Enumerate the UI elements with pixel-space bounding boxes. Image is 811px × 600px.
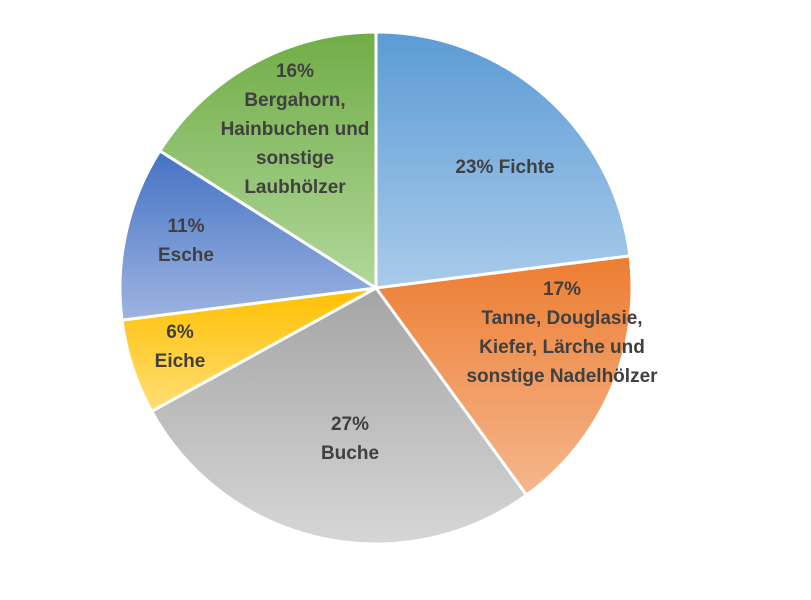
data-label-line: 27% — [331, 414, 369, 435]
data-label-line: 6% — [166, 322, 194, 343]
data-label-line: Buche — [321, 443, 379, 464]
data-label-line: Laubhölzer — [244, 177, 346, 198]
data-label-line: Eiche — [155, 351, 206, 372]
pie-slices — [118, 30, 634, 546]
data-label-line: 17% — [543, 279, 581, 300]
pie-slice-esche — [118, 149, 378, 322]
data-label-line: 16% — [276, 61, 314, 82]
data-label-line: Esche — [158, 245, 214, 266]
pie-slice-laubhoelzer — [158, 30, 378, 290]
data-label-line: 23% Fichte — [455, 157, 554, 178]
data-label-line: Kiefer, Lärche und — [479, 337, 645, 358]
pie-slice-nadelhoelzer — [374, 254, 634, 497]
data-label-line: sonstige Nadelhölzer — [466, 366, 658, 387]
data-label-line: Tanne, Douglasie, — [481, 308, 642, 329]
data-label-line: Bergahorn, — [244, 90, 345, 111]
pie-labels: 23% Fichte 17% Tanne, Douglasie, Kiefer, Lä… — [155, 61, 658, 464]
data-label-nadelhoelzer: 17% Tanne, Douglasie, Kiefer, Lärche und so… — [466, 279, 658, 387]
data-label-esche: 11% Esche — [158, 216, 214, 266]
pie-slice-fichte — [374, 30, 632, 290]
data-label-fichte: 23% Fichte — [455, 157, 554, 178]
data-label-line: sonstige — [256, 148, 334, 169]
data-label-line: 11% — [168, 216, 205, 237]
data-label-buche: 27% Buche — [321, 414, 379, 464]
pie-slice-buche — [150, 286, 528, 546]
data-label-line: Hainbuchen und — [221, 119, 370, 140]
data-label-laubhoelzer: 16% Bergahorn, Hainbuchen und sonstige Laubh… — [221, 61, 370, 198]
data-label-eiche: 6% Eiche — [155, 322, 206, 372]
